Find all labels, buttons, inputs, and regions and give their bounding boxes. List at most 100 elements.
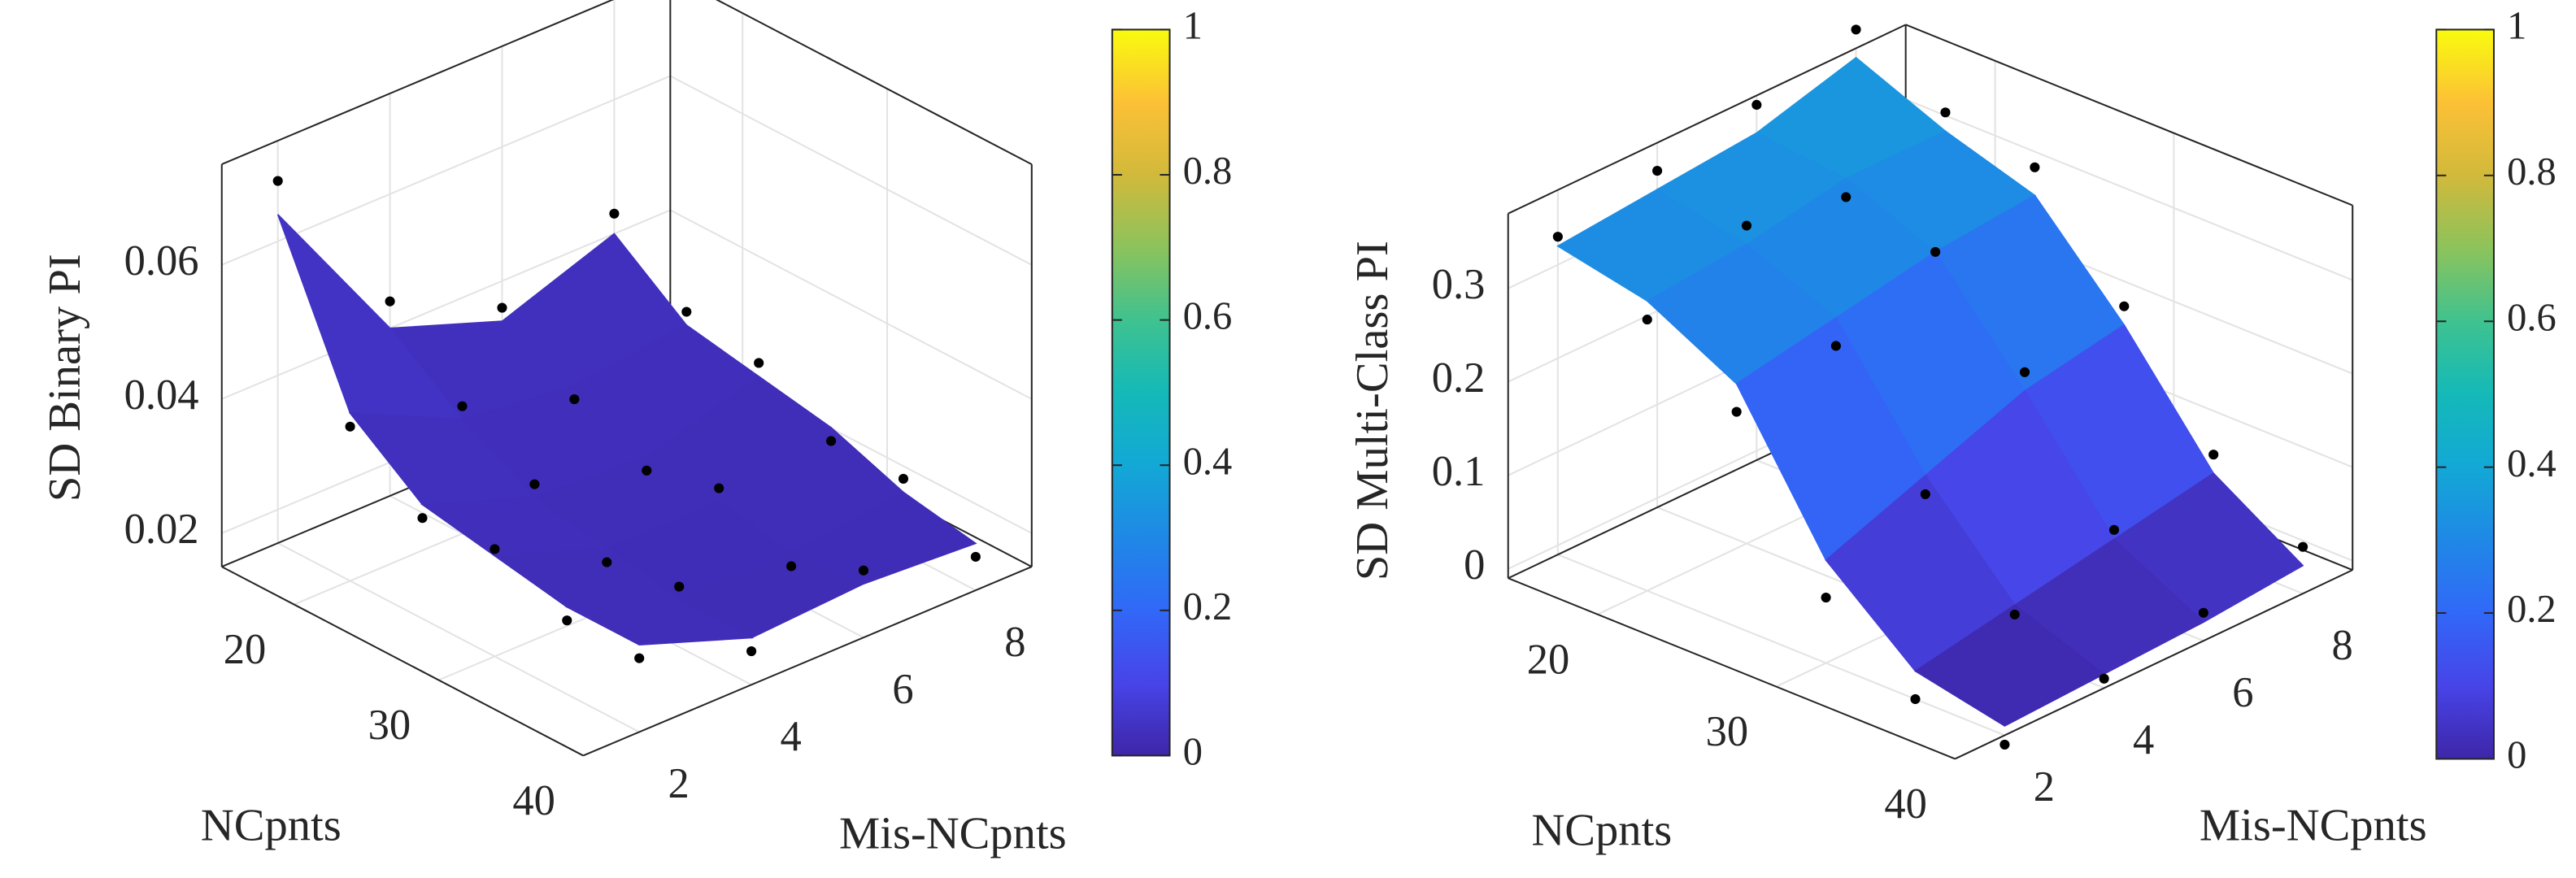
data-point [1910, 693, 1921, 705]
colorbar-tick-label: 0 [2507, 734, 2526, 777]
data-point [2298, 541, 2308, 552]
x-tick-label: 40 [512, 777, 555, 824]
data-point [2009, 609, 2020, 619]
data-point [642, 465, 652, 476]
axis-box [1954, 569, 2353, 760]
data-point [417, 513, 428, 524]
z-tick-label: 0 [1464, 541, 1485, 589]
x-axis-label: NCpnts [201, 800, 342, 850]
data-point [490, 544, 500, 554]
data-point [1731, 406, 1742, 417]
data-point [529, 479, 540, 489]
data-point [1642, 315, 1652, 325]
data-point [602, 557, 612, 567]
data-point [754, 358, 764, 368]
data-point [1652, 166, 1663, 176]
grid-line [669, 75, 1033, 266]
y-tick-label: 4 [2133, 716, 2154, 763]
data-point [898, 473, 909, 484]
data-point [2198, 607, 2208, 618]
surface-patch [564, 599, 755, 645]
x-axis-label: NCpnts [1531, 805, 1672, 855]
data-point [1920, 489, 1930, 499]
colorbar-tick-label: 0.2 [2507, 588, 2556, 631]
data-point [1552, 232, 1563, 242]
data-point [1841, 192, 1852, 202]
y-tick-label: 2 [668, 760, 690, 807]
data-point [1999, 739, 2010, 750]
data-point [714, 483, 724, 493]
colorbar-tick-label: 1 [2507, 5, 2526, 48]
y-tick-label: 4 [780, 713, 801, 760]
data-point [562, 615, 572, 626]
data-point [2108, 524, 2120, 535]
colorbar-tick-label: 0.4 [2507, 442, 2556, 485]
data-point [457, 401, 468, 411]
data-point [609, 208, 620, 219]
data-point [674, 581, 685, 592]
data-point [1940, 107, 1951, 118]
colorbar [1111, 28, 1171, 757]
surface-patch [276, 214, 464, 421]
y-tick-label: 2 [2034, 763, 2055, 811]
data-point [1821, 592, 1831, 603]
y-tick-label: 6 [892, 666, 913, 713]
z-tick-label: 0.1 [1432, 448, 1486, 495]
axis-box [1905, 24, 2353, 206]
axis-box [1508, 577, 1956, 760]
data-point [746, 645, 757, 657]
colorbar-tick-label: 0 [1183, 731, 1203, 774]
z-tick-label: 0.04 [124, 372, 199, 419]
colorbar-tick-label: 0.6 [2507, 296, 2556, 339]
colorbar-tick-label: 0.6 [1183, 295, 1233, 338]
grid-line [221, 209, 671, 400]
grid-line [1557, 554, 2005, 737]
x-tick-label: 40 [1884, 780, 1927, 828]
z-tick-label: 0.06 [124, 237, 199, 285]
x-tick-label: 20 [1527, 636, 1570, 683]
grid-line [1905, 98, 2353, 281]
x-tick-label: 20 [224, 626, 267, 673]
data-point [634, 653, 645, 663]
grid-line [277, 542, 640, 733]
colorbar-tick-label: 0.8 [2507, 150, 2556, 193]
z-tick-label: 0.02 [124, 506, 199, 553]
data-point [2208, 450, 2219, 460]
grid-line [669, 209, 1033, 400]
z-axis-label: SD Binary PI [40, 254, 90, 502]
x-tick-label: 30 [1706, 708, 1749, 755]
data-point [569, 394, 580, 405]
data-point [1741, 220, 1752, 231]
data-point [858, 565, 869, 576]
y-tick-label: 6 [2232, 669, 2253, 716]
z-tick-label: 0.3 [1432, 261, 1486, 308]
axis-box [221, 0, 615, 166]
data-point [1851, 24, 1861, 35]
colorbar-tick-label: 1 [1183, 5, 1203, 48]
y-axis-label: Mis-NCpnts [839, 808, 1067, 858]
colorbar-tick-label: 0.8 [1183, 150, 1233, 193]
data-point [2119, 301, 2130, 311]
y-axis-label: Mis-NCpnts [2200, 800, 2427, 850]
data-point [2030, 162, 2040, 172]
z-axis-label: SD Multi-Class PI [1347, 241, 1398, 580]
colorbar-tick-label: 0.4 [1183, 440, 1233, 483]
x-tick-label: 30 [368, 702, 411, 749]
axis-box [221, 566, 584, 757]
y-tick-label: 8 [1004, 619, 1025, 666]
data-point [681, 306, 692, 317]
axis-box [582, 566, 1033, 757]
z-tick-label: 0.2 [1432, 354, 1486, 402]
axis-box [1508, 24, 1907, 215]
data-point [826, 436, 837, 446]
colorbar-tick-label: 0.2 [1183, 585, 1233, 628]
axis-box [716, 0, 1033, 165]
data-point [2019, 367, 2030, 377]
data-point [1930, 246, 1941, 257]
data-point [1830, 341, 1841, 351]
data-point [786, 561, 797, 572]
data-point [345, 421, 355, 432]
data-point [970, 551, 981, 562]
